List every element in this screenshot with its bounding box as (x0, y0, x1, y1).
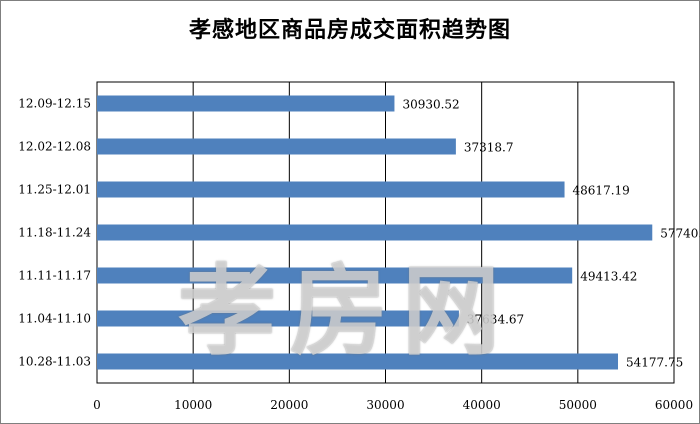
category-label: 11.18-11.24 (18, 226, 91, 240)
data-label: 37318.7 (464, 141, 514, 155)
chart-title: 孝感地区商品房成交面积趋势图 (188, 18, 511, 43)
category-label: 11.04-11.10 (18, 312, 91, 326)
bar (97, 310, 459, 327)
data-labels: 54177.75 37634.67 49413.42 57740.75 48617.19… (402, 98, 700, 370)
category-labels: 10.28-11.03 11.04-11.10 11.11-11.17 11.18-1… (18, 97, 91, 369)
category-label: 10.28-11.03 (18, 355, 91, 369)
x-tick-labels: 0 10000 20000 30000 40000 50000 60000 (93, 398, 693, 412)
data-label: 54177.75 (626, 356, 683, 370)
bar (97, 95, 395, 112)
bar (97, 224, 653, 241)
category-label: 12.02-12.08 (18, 140, 91, 154)
bar (97, 138, 456, 155)
x-tick-label: 30000 (366, 398, 404, 412)
bar (97, 181, 565, 198)
data-label: 57740.75 (660, 227, 700, 241)
x-tick-label: 20000 (270, 398, 308, 412)
data-label: 30930.52 (402, 98, 459, 112)
bar (97, 267, 573, 284)
x-tick-label: 40000 (463, 398, 501, 412)
data-label: 48617.19 (573, 184, 630, 198)
x-tick-label: 60000 (655, 398, 693, 412)
data-label: 37634.67 (467, 313, 524, 327)
category-label: 12.09-12.15 (18, 97, 91, 111)
x-tick-label: 50000 (559, 398, 597, 412)
bar (97, 353, 619, 370)
x-tick-label: 0 (93, 398, 101, 412)
x-tick-label: 10000 (174, 398, 212, 412)
category-label: 11.25-12.01 (18, 183, 91, 197)
data-label: 49413.42 (580, 270, 637, 284)
category-label: 11.11-11.17 (18, 269, 91, 283)
bars (97, 95, 653, 370)
